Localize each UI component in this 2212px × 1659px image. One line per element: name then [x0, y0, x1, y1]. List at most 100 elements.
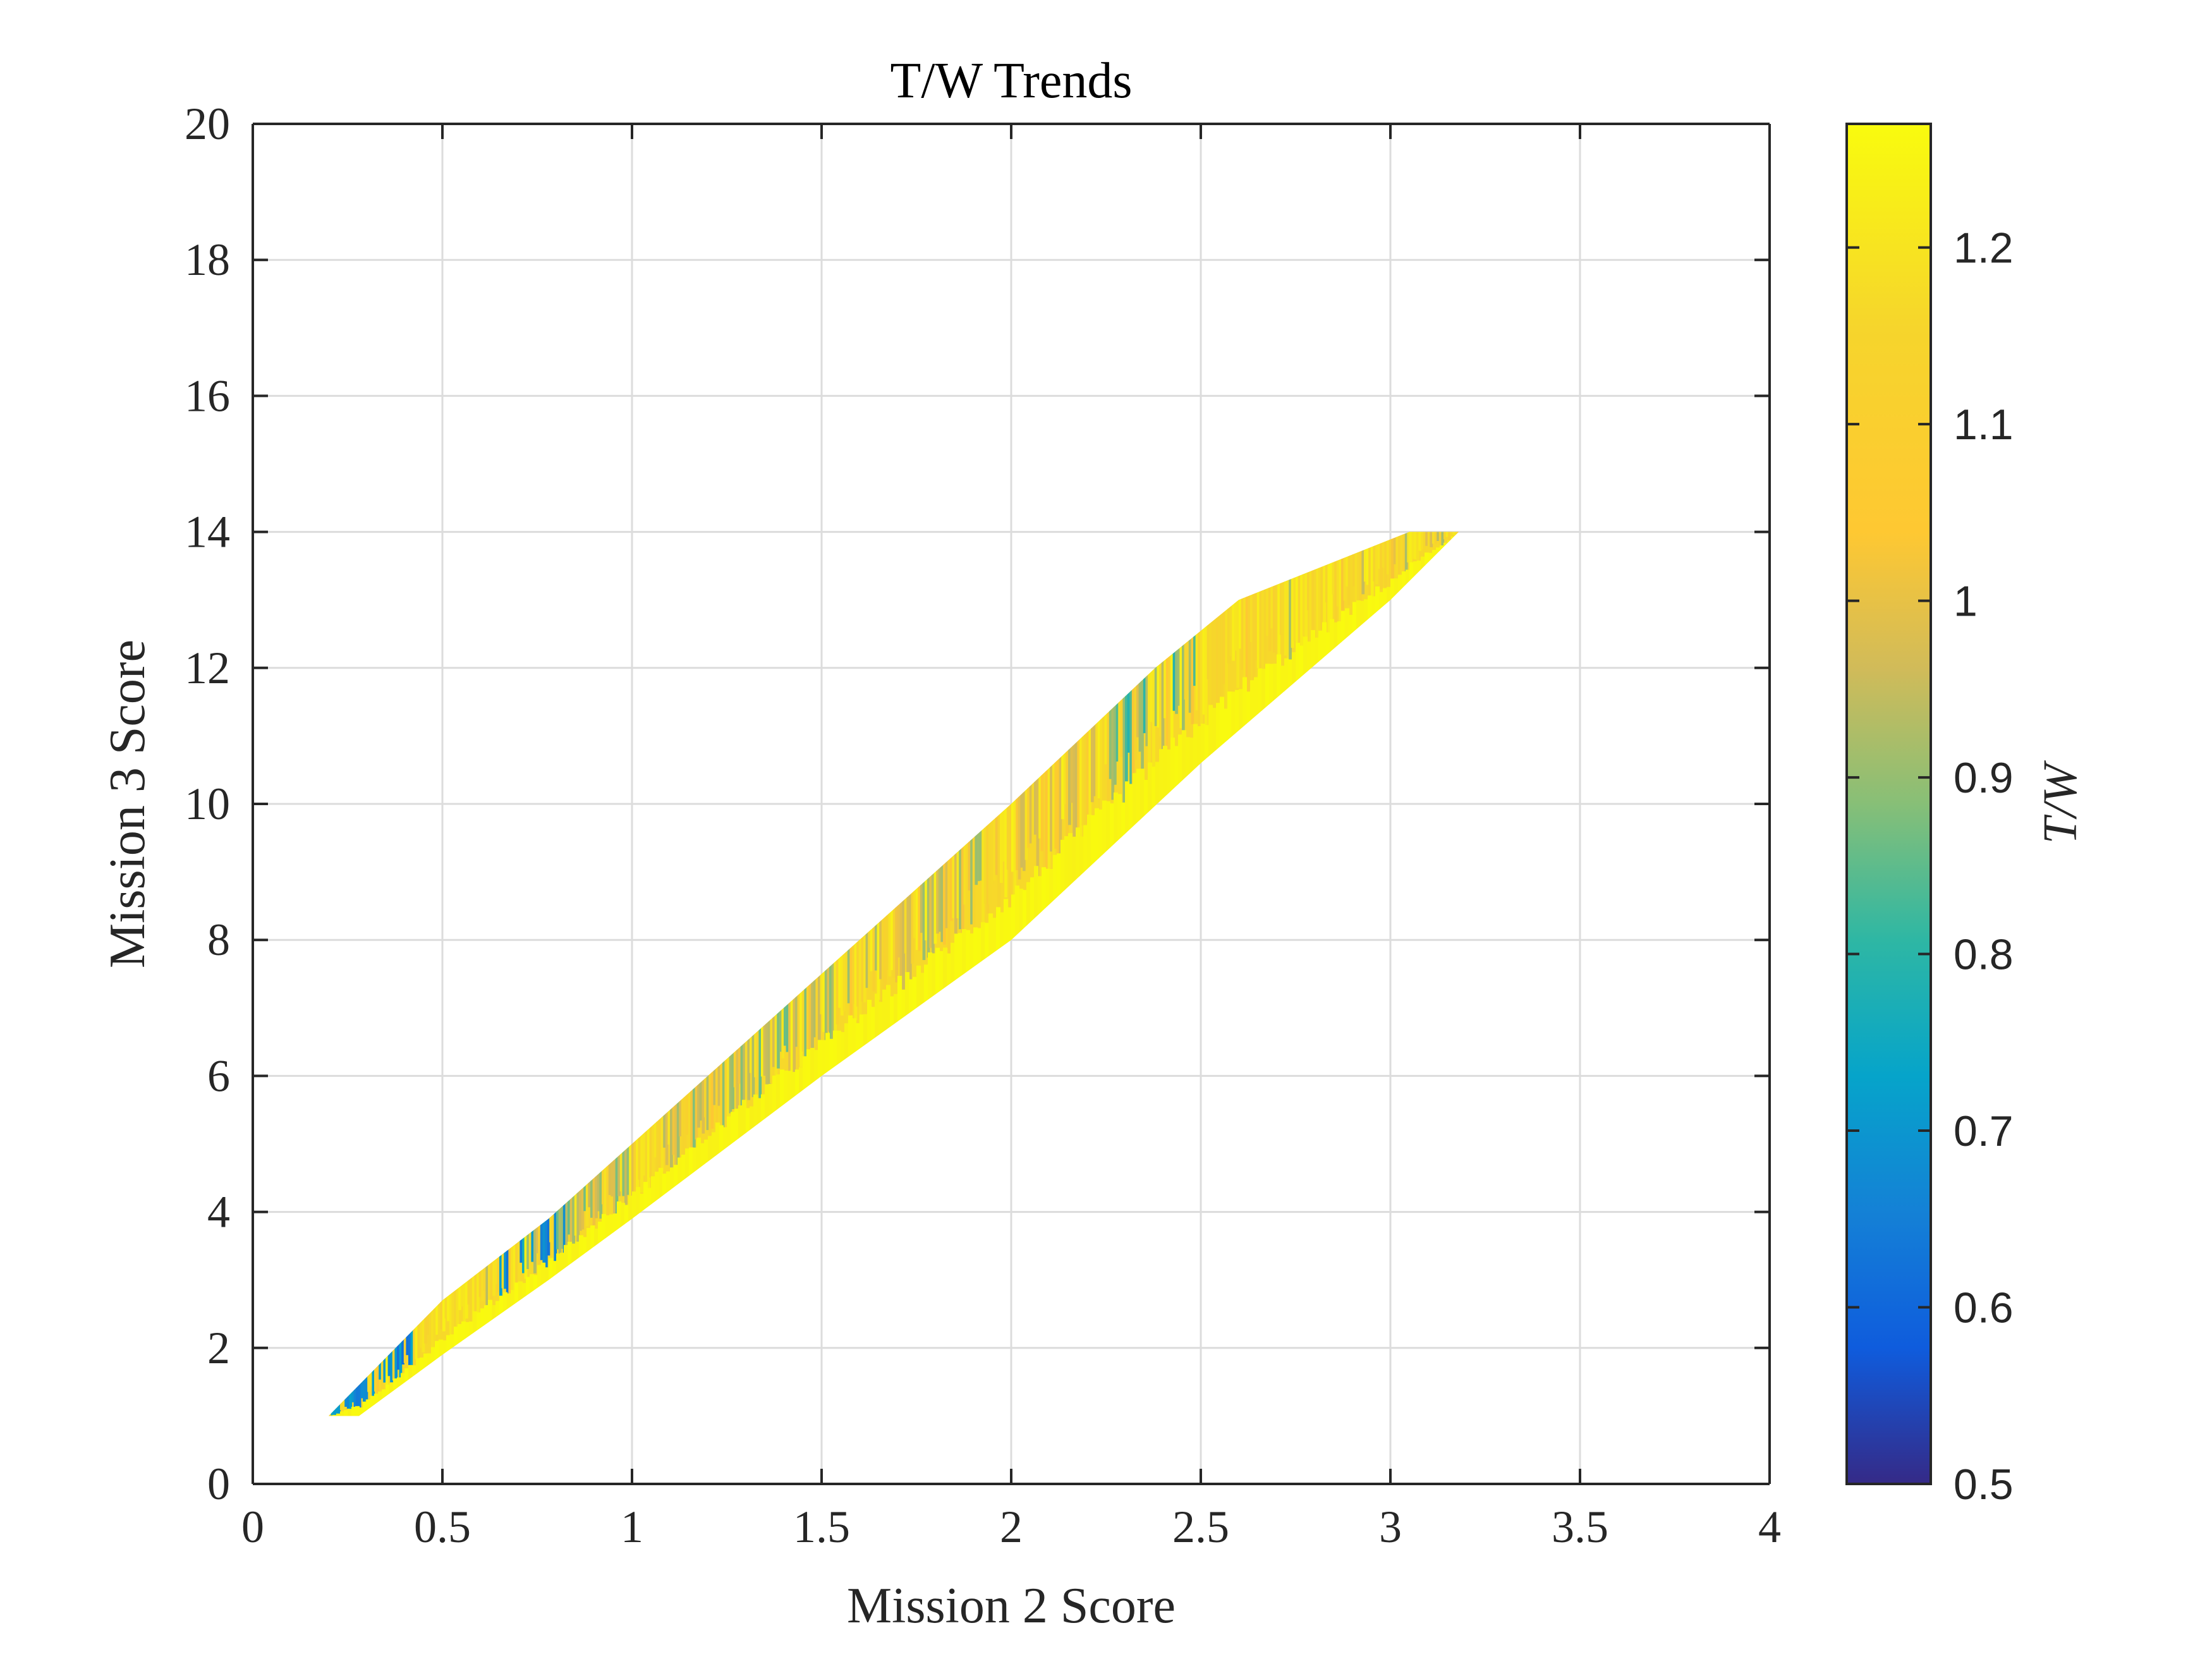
- region-streak: [1220, 601, 1224, 700]
- region-streak: [494, 1246, 498, 1284]
- region-band: [1254, 677, 1259, 731]
- y-tick-label: 0: [207, 1459, 230, 1509]
- region-band: [928, 952, 933, 1014]
- region-streak: [1011, 790, 1014, 872]
- region-streak: [1079, 726, 1083, 863]
- region-band: [943, 947, 948, 1003]
- region-band: [659, 1167, 664, 1213]
- region-streak: [540, 1211, 544, 1260]
- region-streak: [1206, 612, 1210, 679]
- region-band: [1144, 779, 1149, 830]
- region-streak: [770, 1006, 774, 1084]
- region-band: [1269, 664, 1274, 718]
- region-streak: [693, 1076, 696, 1154]
- region-streak: [531, 1218, 535, 1262]
- region-streak: [1330, 550, 1333, 638]
- region-streak: [838, 945, 842, 1008]
- region-band: [723, 1127, 728, 1164]
- region-streak: [376, 1354, 380, 1397]
- region-band: [1368, 595, 1373, 633]
- region-streak: [1411, 532, 1415, 559]
- region-band: [1364, 599, 1369, 636]
- region-streak: [1437, 532, 1440, 541]
- region-band: [537, 1265, 542, 1302]
- region-streak: [1225, 597, 1229, 714]
- region-streak: [579, 1177, 582, 1231]
- region-streak: [983, 815, 987, 904]
- region-band: [1079, 836, 1085, 890]
- region-band: [1076, 827, 1081, 894]
- region-streak: [588, 1169, 592, 1208]
- region-streak: [1432, 532, 1435, 544]
- region-band: [996, 907, 1001, 964]
- region-streak: [940, 853, 944, 942]
- region-band: [734, 1109, 739, 1155]
- region-streak: [406, 1323, 410, 1356]
- region-streak: [363, 1368, 366, 1404]
- region-band: [503, 1292, 508, 1326]
- region-streak: [1093, 713, 1097, 796]
- region-band: [526, 1277, 531, 1310]
- region-streak: [458, 1274, 461, 1310]
- region-streak: [804, 976, 808, 1078]
- region-streak: [747, 1026, 751, 1100]
- region-band: [1224, 708, 1229, 757]
- region-band: [958, 933, 963, 992]
- region-band: [875, 994, 880, 1052]
- region-band: [1326, 632, 1331, 669]
- region-streak: [390, 1340, 393, 1383]
- region-band: [1133, 773, 1138, 841]
- region-streak: [652, 1112, 655, 1181]
- region-streak: [660, 1104, 664, 1171]
- region-streak: [1100, 706, 1103, 815]
- region-streak: [617, 1143, 621, 1196]
- region-streak: [1395, 532, 1399, 578]
- region-streak: [1170, 641, 1174, 748]
- region-streak: [631, 1131, 635, 1198]
- region-band: [693, 1147, 698, 1187]
- region-band: [685, 1148, 690, 1193]
- region-streak: [922, 870, 926, 961]
- region-band: [666, 1171, 671, 1207]
- region-band: [1371, 596, 1376, 630]
- y-tick-label: 14: [185, 507, 230, 557]
- region-band: [780, 1069, 785, 1121]
- region-band: [1152, 767, 1157, 823]
- region-streak: [943, 851, 946, 945]
- region-band: [837, 1030, 842, 1079]
- region-band: [1216, 703, 1221, 764]
- region-band: [674, 1165, 679, 1201]
- region-streak: [820, 961, 823, 1014]
- region-streak: [986, 812, 990, 914]
- region-band: [803, 1056, 808, 1104]
- region-band: [852, 1018, 857, 1068]
- region-streak: [681, 1086, 684, 1158]
- region-streak: [1234, 590, 1237, 651]
- region-streak: [813, 968, 817, 1038]
- region-streak: [520, 1227, 523, 1263]
- region-streak: [933, 860, 937, 944]
- region-streak: [615, 1145, 619, 1215]
- region-streak: [895, 894, 899, 983]
- region-streak: [909, 882, 912, 999]
- region-band: [477, 1312, 482, 1345]
- region-band: [1057, 853, 1062, 911]
- region-band: [761, 1094, 766, 1136]
- region-streak: [538, 1213, 541, 1279]
- region-streak: [793, 986, 796, 1074]
- region-streak: [569, 1186, 573, 1252]
- colorbar-label: T/W: [2034, 760, 2087, 844]
- region-streak: [1159, 651, 1162, 737]
- region-band: [458, 1324, 463, 1358]
- region-band: [355, 1406, 360, 1416]
- region-band: [829, 1038, 834, 1085]
- x-tick-label: 0.5: [414, 1502, 471, 1552]
- region-band: [791, 1072, 796, 1113]
- region-streak: [713, 1057, 717, 1105]
- region-band: [1299, 645, 1304, 692]
- region-streak: [1036, 767, 1040, 880]
- region-band: [1307, 641, 1312, 686]
- region-streak: [995, 805, 999, 875]
- region-band: [954, 933, 959, 995]
- region-band: [765, 1084, 770, 1133]
